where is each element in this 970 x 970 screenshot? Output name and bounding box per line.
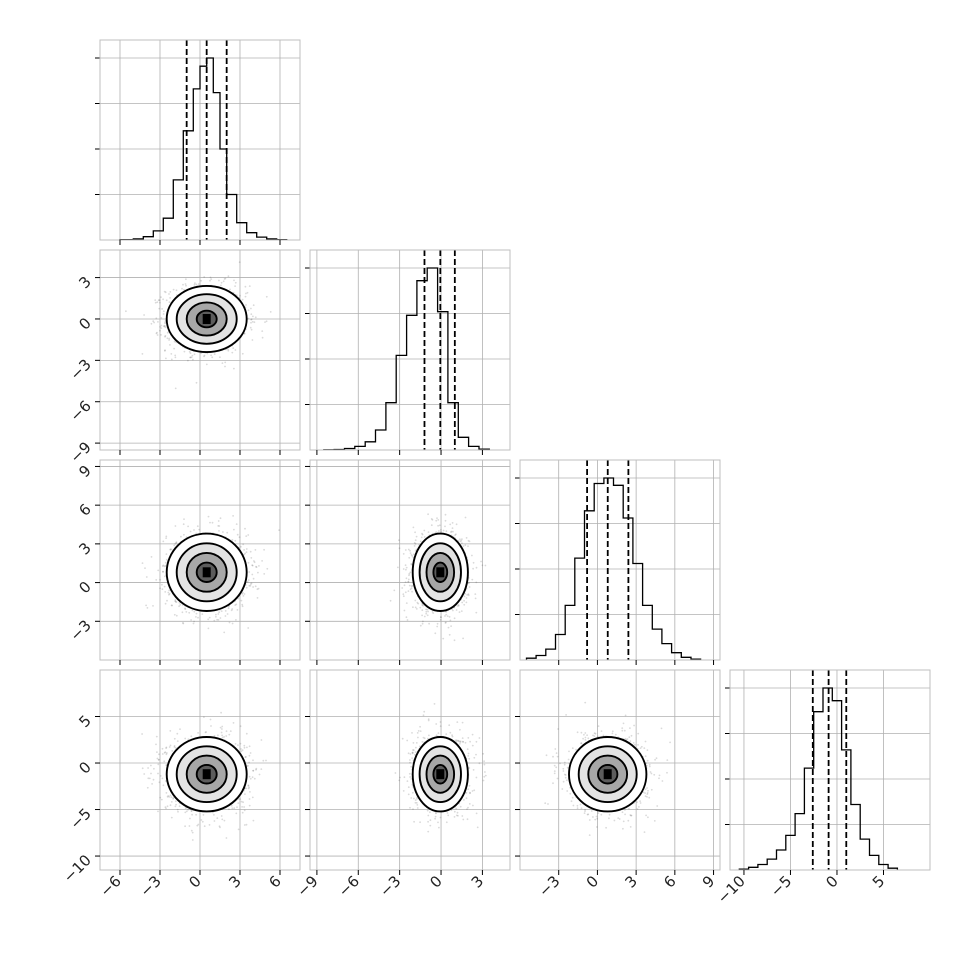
x-tick-label: 6 — [660, 872, 679, 891]
x-tick-label: 6 — [265, 872, 284, 891]
contour-line-2 — [587, 754, 629, 794]
marginal-panel-2 — [305, 249, 511, 451]
y-tick-label: −10 — [60, 851, 95, 886]
contour-line-2 — [185, 551, 228, 593]
contour-line-4 — [165, 532, 248, 612]
contour-line-1 — [195, 309, 218, 329]
x-tick-label: 0 — [426, 872, 445, 891]
contour-line-1 — [432, 561, 449, 583]
y-tick-label: 3 — [75, 539, 94, 558]
x-tick-label: 0 — [583, 872, 602, 891]
contour-line-4 — [411, 736, 469, 813]
x-tick-label: −10 — [714, 872, 749, 907]
joint-panel-2 — [99, 459, 301, 661]
density-peak — [202, 769, 211, 780]
contour-line-2 — [425, 551, 456, 593]
density-peak — [202, 567, 211, 578]
contour-line-2 — [185, 301, 228, 337]
marginal-panel-1 — [95, 39, 301, 241]
y-tick-label: 6 — [75, 500, 94, 519]
contour-line-4 — [411, 532, 469, 612]
y-tick-label: −3 — [66, 355, 94, 383]
histogram-bars-3 — [525, 477, 702, 660]
x-tick-label: −3 — [376, 872, 404, 900]
y-tick-label: 0 — [75, 578, 94, 597]
contour-line-3 — [175, 542, 238, 603]
x-tick-label: 0 — [185, 872, 204, 891]
y-tick-label: 5 — [75, 712, 94, 731]
y-tick-label: 0 — [75, 758, 94, 777]
y-tick-label: 3 — [75, 273, 94, 292]
panel-frame — [309, 669, 511, 871]
joint-panel-5 — [309, 669, 511, 871]
panel-frame — [729, 669, 931, 871]
contour-line-2 — [185, 754, 228, 794]
x-tick-label: −3 — [535, 872, 563, 900]
y-tick-label: −5 — [66, 805, 94, 833]
y-tick-label: 0 — [75, 314, 94, 333]
x-tick-label: −6 — [96, 872, 124, 900]
contour-line-3 — [175, 745, 238, 804]
contour-line-3 — [418, 745, 462, 804]
x-tick-label: −5 — [767, 872, 795, 900]
density-peak — [202, 314, 211, 324]
x-tick-label: 9 — [699, 872, 718, 891]
y-tick-label: −3 — [66, 616, 94, 644]
contour-line-2 — [425, 754, 456, 794]
contour-line-3 — [175, 293, 238, 345]
panel-frame — [519, 459, 721, 661]
contour-line-1 — [597, 763, 619, 785]
contour-line-3 — [418, 542, 462, 603]
marginal-panel-4 — [725, 669, 931, 871]
contour-line-4 — [165, 284, 248, 354]
contour-line-1 — [432, 763, 449, 785]
contour-line-4 — [165, 736, 248, 813]
panel-frame — [309, 249, 511, 451]
marginal-panel-3 — [515, 459, 721, 661]
joint-panel-3 — [309, 459, 511, 661]
x-tick-label: 0 — [822, 872, 841, 891]
x-tick-label: −9 — [293, 872, 321, 900]
panel-frame — [519, 669, 721, 871]
joint-panel-6 — [519, 669, 721, 871]
x-tick-label: 3 — [468, 872, 487, 891]
x-tick-label: −3 — [136, 872, 164, 900]
joint-panel-4 — [99, 669, 301, 871]
contour-line-4 — [568, 736, 648, 813]
density-peak — [603, 769, 612, 780]
contour-line-1 — [195, 763, 218, 785]
x-tick-label: 3 — [621, 872, 640, 891]
x-tick-label: 5 — [869, 872, 888, 891]
joint-panel-1 — [99, 249, 301, 451]
y-tick-label: 9 — [75, 462, 94, 481]
x-tick-label: 3 — [225, 872, 244, 891]
contour-line-1 — [195, 561, 218, 583]
density-peak — [436, 769, 445, 780]
density-peak — [436, 567, 445, 578]
panel-frame — [309, 459, 511, 661]
x-tick-label: −6 — [335, 872, 363, 900]
contour-line-3 — [577, 745, 638, 804]
y-tick-label: −6 — [66, 397, 94, 425]
histogram-bars-2 — [323, 267, 490, 451]
histogram-bars-4 — [738, 687, 899, 870]
